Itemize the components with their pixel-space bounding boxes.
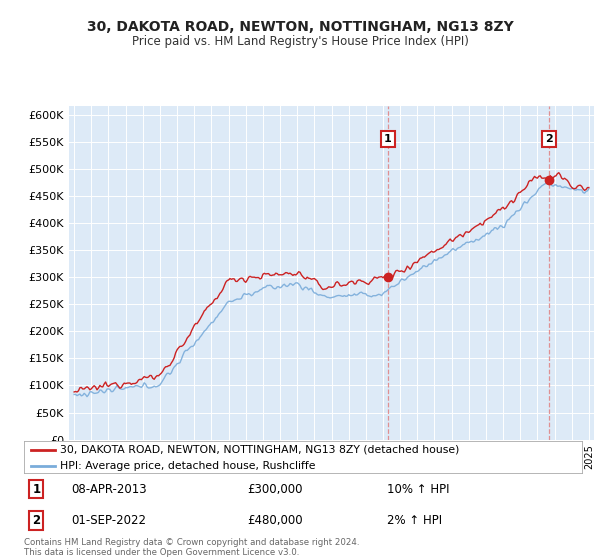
Text: 10% ↑ HPI: 10% ↑ HPI bbox=[387, 483, 449, 496]
Text: 1: 1 bbox=[32, 483, 40, 496]
Text: 08-APR-2013: 08-APR-2013 bbox=[71, 483, 147, 496]
Text: 30, DAKOTA ROAD, NEWTON, NOTTINGHAM, NG13 8ZY (detached house): 30, DAKOTA ROAD, NEWTON, NOTTINGHAM, NG1… bbox=[60, 445, 460, 455]
Text: 2: 2 bbox=[545, 134, 553, 144]
Text: HPI: Average price, detached house, Rushcliffe: HPI: Average price, detached house, Rush… bbox=[60, 461, 316, 471]
Text: 2% ↑ HPI: 2% ↑ HPI bbox=[387, 514, 442, 527]
Text: 01-SEP-2022: 01-SEP-2022 bbox=[71, 514, 146, 527]
Text: Price paid vs. HM Land Registry's House Price Index (HPI): Price paid vs. HM Land Registry's House … bbox=[131, 35, 469, 48]
Text: 30, DAKOTA ROAD, NEWTON, NOTTINGHAM, NG13 8ZY: 30, DAKOTA ROAD, NEWTON, NOTTINGHAM, NG1… bbox=[86, 20, 514, 34]
Text: £480,000: £480,000 bbox=[247, 514, 303, 527]
Text: 1: 1 bbox=[384, 134, 391, 144]
Text: 2: 2 bbox=[32, 514, 40, 527]
Text: £300,000: £300,000 bbox=[247, 483, 303, 496]
Text: Contains HM Land Registry data © Crown copyright and database right 2024.
This d: Contains HM Land Registry data © Crown c… bbox=[24, 538, 359, 557]
